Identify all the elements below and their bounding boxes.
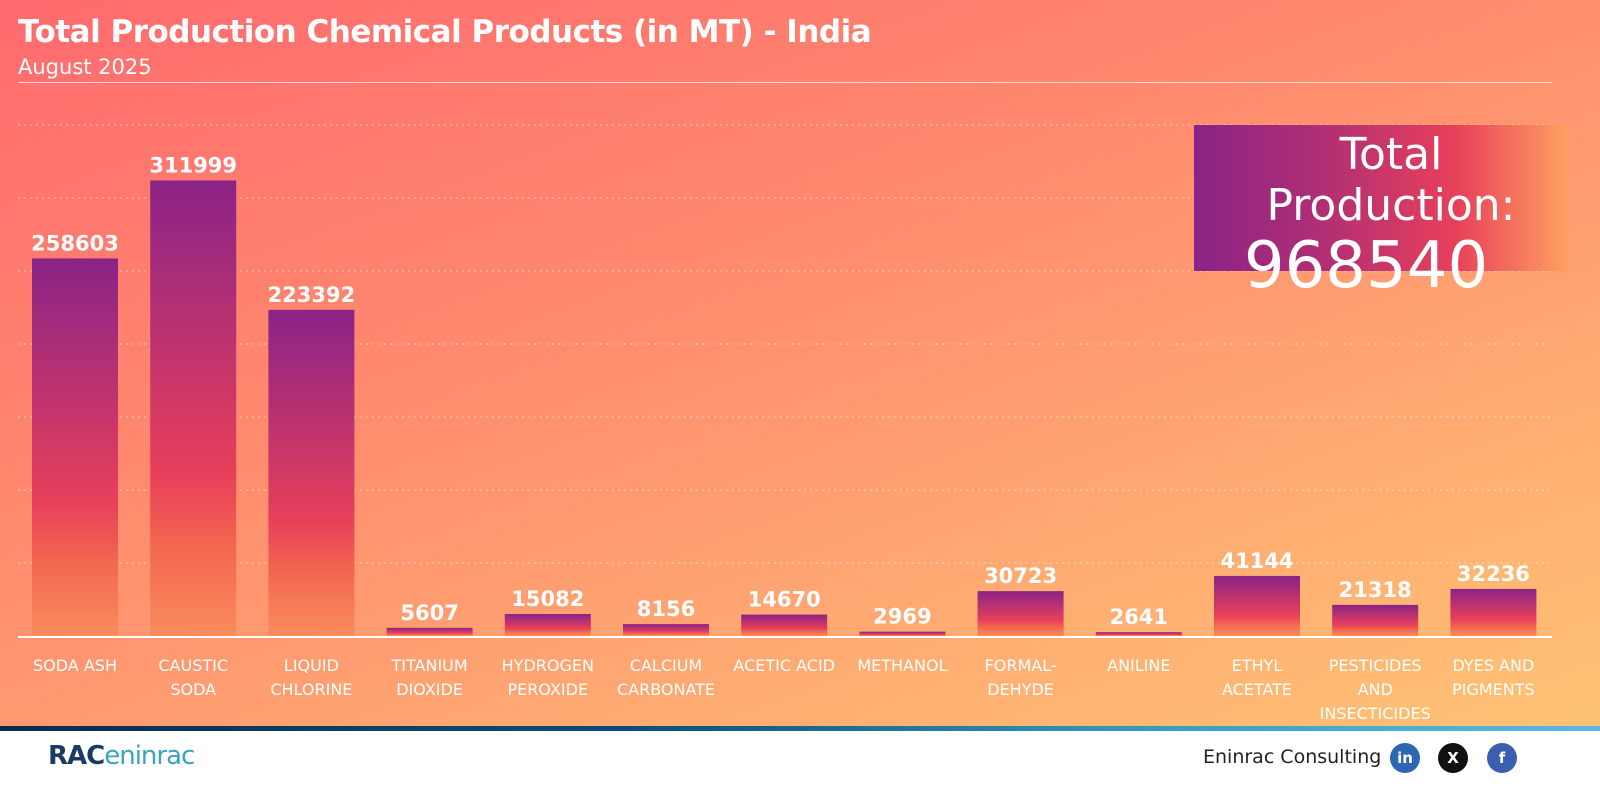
data-label: 5607 bbox=[400, 601, 458, 625]
bar bbox=[977, 591, 1064, 636]
bar bbox=[150, 180, 237, 637]
linkedin-icon[interactable]: in bbox=[1390, 743, 1420, 773]
bar bbox=[859, 631, 946, 636]
brand-name: Eninrac Consulting bbox=[1203, 746, 1382, 768]
bar bbox=[1214, 575, 1300, 636]
x-tick-label: CAUSTIC bbox=[158, 656, 228, 675]
x-tick-label: DYES AND bbox=[1452, 656, 1534, 675]
footer-stripe bbox=[0, 726, 1600, 731]
x-tick-label: FORMAL- bbox=[985, 656, 1057, 675]
total-production-box: Total Production: 968540 bbox=[1194, 125, 1568, 303]
bar bbox=[1450, 588, 1537, 636]
data-label: 30723 bbox=[984, 564, 1057, 588]
total-label: Total Production: bbox=[1266, 129, 1516, 231]
x-tick-label: ACETATE bbox=[1222, 680, 1292, 699]
data-label: 8156 bbox=[637, 597, 695, 621]
data-label: 2641 bbox=[1110, 605, 1168, 629]
data-label: 15082 bbox=[511, 587, 584, 611]
bar bbox=[386, 627, 473, 636]
bar bbox=[32, 258, 118, 636]
x-tick-label: CALCIUM bbox=[630, 656, 702, 675]
eninrac-logo: RACeninrac bbox=[48, 741, 195, 771]
bar-chart: 258603 311999 223392 5607 15082 8156 14670 2969… bbox=[31, 153, 1537, 723]
x-tick-label: SODA bbox=[170, 680, 216, 699]
x-tick-label: HYDROGEN bbox=[502, 656, 594, 675]
x-tick-label: PEROXIDE bbox=[508, 680, 589, 699]
data-label: 32236 bbox=[1457, 562, 1530, 586]
x-tick-label: DEHYDE bbox=[987, 680, 1054, 699]
x-tick-label: CHLORINE bbox=[270, 680, 352, 699]
x-tick-label: LIQUID bbox=[284, 656, 339, 675]
page-title: Total Production Chemical Products (in M… bbox=[18, 14, 872, 50]
chart-area: Total Production Chemical Products (in M… bbox=[0, 0, 1600, 728]
x-tick-label: CARBONATE bbox=[617, 680, 715, 699]
data-label: 21318 bbox=[1339, 578, 1412, 602]
x-tick-label: ACETIC ACID bbox=[733, 656, 835, 675]
x-tick-label: ANILINE bbox=[1107, 656, 1170, 675]
facebook-icon[interactable]: f bbox=[1487, 743, 1517, 773]
x-tick-label: PESTICIDES bbox=[1329, 656, 1422, 675]
x-tick-label: INSECTICIDES bbox=[1320, 704, 1431, 723]
bar bbox=[1095, 632, 1182, 636]
x-tick-label: METHANOL bbox=[857, 656, 947, 675]
x-icon[interactable]: X bbox=[1438, 743, 1468, 773]
data-label: 223392 bbox=[268, 283, 356, 307]
x-tick-label: AND bbox=[1358, 680, 1393, 699]
data-label: 41144 bbox=[1220, 549, 1293, 573]
bar bbox=[623, 624, 709, 636]
x-tick-label: TITANIUM bbox=[391, 656, 468, 675]
page-subtitle: August 2025 bbox=[18, 55, 152, 79]
x-tick-label: SODA ASH bbox=[33, 656, 117, 675]
data-label: 14670 bbox=[748, 588, 821, 612]
total-value: 968540 bbox=[1243, 229, 1489, 303]
data-label: 258603 bbox=[31, 231, 119, 255]
bar bbox=[268, 309, 355, 636]
bar bbox=[741, 614, 828, 636]
x-tick-label: ETHYL bbox=[1232, 656, 1283, 675]
bar bbox=[504, 613, 591, 636]
data-label: 311999 bbox=[149, 153, 237, 177]
bar bbox=[1332, 604, 1419, 636]
x-tick-label: PIGMENTS bbox=[1452, 680, 1535, 699]
footer: RACeninrac Eninrac Consulting in X f bbox=[0, 731, 1600, 800]
data-label: 2969 bbox=[873, 605, 931, 629]
divider bbox=[18, 82, 1552, 83]
x-tick-label: DIOXIDE bbox=[396, 680, 463, 699]
